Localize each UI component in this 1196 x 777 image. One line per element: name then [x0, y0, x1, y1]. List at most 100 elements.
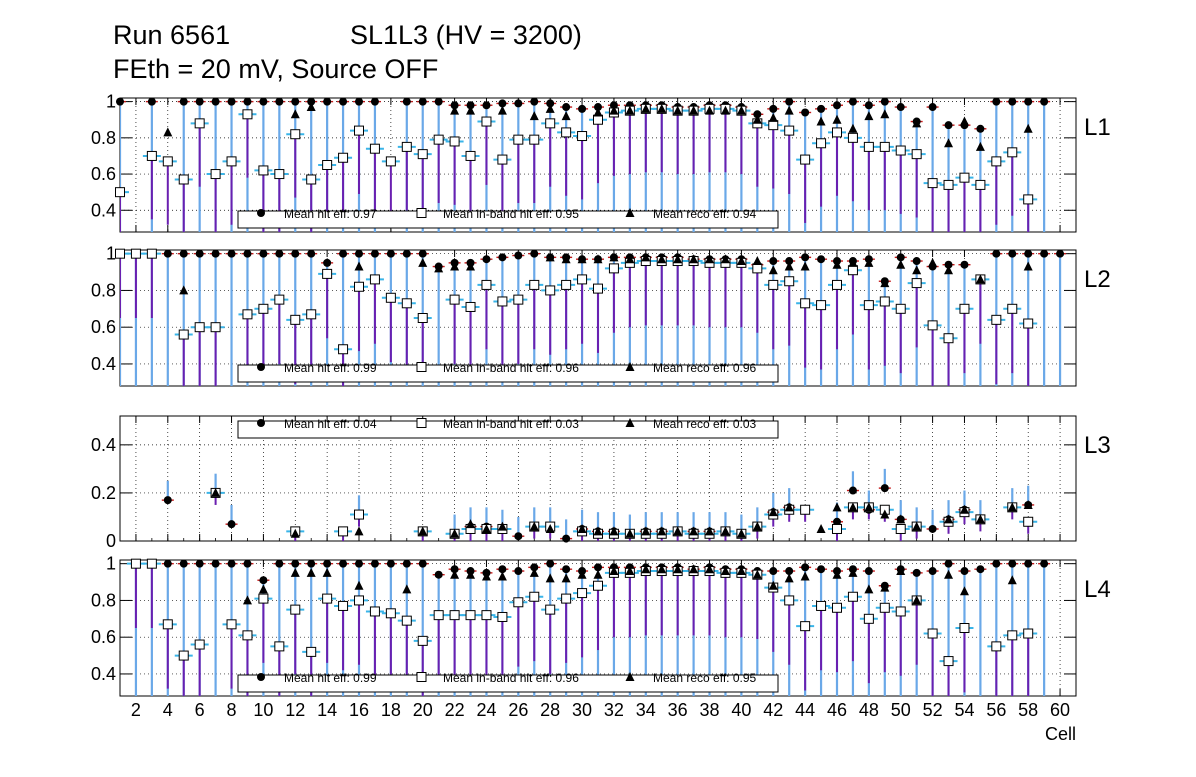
hit-eff-point	[801, 563, 810, 572]
inband-eff-point	[784, 595, 795, 606]
legend-inband-marker	[416, 672, 427, 682]
legend-inband-marker	[416, 362, 427, 372]
hit-eff-point	[928, 567, 937, 576]
inband-eff-point	[561, 127, 572, 138]
hit-eff-point	[370, 249, 379, 258]
hit-eff-point	[594, 563, 602, 572]
x-tick-label: 6	[195, 700, 205, 720]
legend: Mean hit eff: 0.04 Mean in-band hit eff: …	[237, 417, 779, 439]
legend-inband-marker	[416, 418, 427, 428]
inband-eff-point	[354, 509, 364, 520]
reco-eff-point	[944, 265, 954, 275]
inband-eff-point	[354, 595, 364, 606]
x-tick-label: 4	[163, 700, 173, 720]
reco-eff-point	[880, 582, 890, 592]
panel-label: L1	[1084, 114, 1111, 141]
hit-eff-point	[307, 97, 316, 106]
reco-eff-point	[497, 521, 507, 531]
reco-eff-point	[864, 257, 874, 267]
reco-eff-point	[529, 111, 539, 121]
inband-eff-point	[115, 248, 125, 259]
reco-eff-point	[832, 569, 842, 579]
x-tick-label: 2	[131, 700, 141, 720]
reco-eff-point	[720, 254, 730, 264]
hit-eff-point	[609, 101, 618, 110]
hit-eff-point	[434, 97, 443, 106]
inband-eff-point	[210, 169, 221, 180]
x-axis-label: Cell	[1045, 724, 1076, 744]
hit-eff-point	[163, 496, 172, 505]
hit-eff-point	[960, 567, 969, 576]
inband-eff-point	[290, 129, 301, 140]
reco-eff-point	[497, 105, 507, 115]
inband-eff-point	[816, 138, 827, 149]
reco-eff-point	[593, 569, 603, 579]
hit-eff-point	[259, 576, 268, 585]
inband-eff-point	[338, 152, 349, 163]
inband-eff-point	[768, 279, 779, 290]
inband-eff-point	[895, 303, 906, 314]
inband-eff-point	[1023, 628, 1034, 639]
hit-eff-point	[514, 99, 523, 108]
x-tick-label: 10	[253, 700, 273, 720]
reco-eff-point	[673, 564, 683, 574]
reco-eff-point	[800, 261, 810, 271]
inband-eff-point	[784, 125, 795, 136]
panels-group: 0.4 0.6 0.8 1 L1 Mean hit eff: 0.97 Mean in-ba…	[91, 92, 1111, 697]
inband-eff-point	[1007, 303, 1018, 314]
hit-eff-point	[514, 532, 523, 541]
inband-eff-point	[545, 604, 556, 615]
reco-eff-point	[736, 528, 746, 538]
inband-eff-point	[991, 314, 1002, 325]
inband-eff-point	[561, 279, 572, 290]
legend: Mean hit eff: 0.99 Mean in-band hit eff: …	[237, 361, 779, 383]
hit-eff-point	[753, 110, 762, 119]
hit-eff-point	[291, 249, 300, 258]
x-tick-label: 34	[636, 700, 656, 720]
inband-eff-point	[847, 265, 858, 276]
legend-box	[237, 674, 779, 693]
inband-eff-point	[832, 127, 842, 138]
hit-eff-point	[976, 124, 985, 133]
reco-eff-point	[418, 526, 428, 536]
hit-eff-point	[546, 99, 555, 108]
inband-eff-point	[513, 134, 524, 145]
inband-eff-point	[178, 650, 189, 661]
hit-eff-point	[195, 559, 204, 568]
hit-eff-point	[992, 97, 1001, 106]
legend-hit-text: Mean hit eff: 0.04	[284, 417, 377, 431]
inband-eff-point	[911, 278, 922, 289]
reco-eff-point	[864, 502, 874, 512]
inband-eff-point	[943, 656, 954, 667]
reco-eff-point	[466, 105, 476, 115]
x-tick-label: 24	[476, 700, 496, 720]
reco-eff-point	[720, 566, 730, 576]
hit-eff-point	[769, 104, 778, 113]
reco-eff-point	[880, 109, 890, 119]
inband-eff-point	[991, 156, 1002, 167]
inband-eff-point	[194, 639, 205, 650]
reco-eff-point	[784, 502, 794, 512]
hit-eff-point	[243, 249, 252, 258]
inband-eff-point	[465, 150, 476, 161]
reco-eff-point	[689, 564, 699, 574]
inband-eff-point	[863, 613, 874, 624]
reco-eff-point	[832, 114, 842, 124]
inband-eff-point	[242, 309, 253, 320]
inband-eff-point	[481, 279, 492, 290]
reco-eff-point	[768, 507, 778, 517]
inband-eff-point	[911, 149, 922, 160]
y-tick-label: 1	[106, 554, 116, 574]
hit-eff-point	[402, 559, 411, 568]
hit-eff-point	[227, 559, 236, 568]
hit-eff-point	[227, 97, 236, 106]
reco-eff-point	[258, 584, 268, 594]
hit-eff-point	[896, 253, 905, 262]
markers	[163, 484, 1034, 543]
hit-eff-point	[418, 97, 427, 106]
hit-eff-point	[562, 534, 571, 543]
hit-eff-point	[466, 101, 475, 110]
hit-eff-point	[386, 249, 395, 258]
inband-eff-point	[226, 156, 237, 167]
reco-eff-point	[832, 502, 842, 512]
